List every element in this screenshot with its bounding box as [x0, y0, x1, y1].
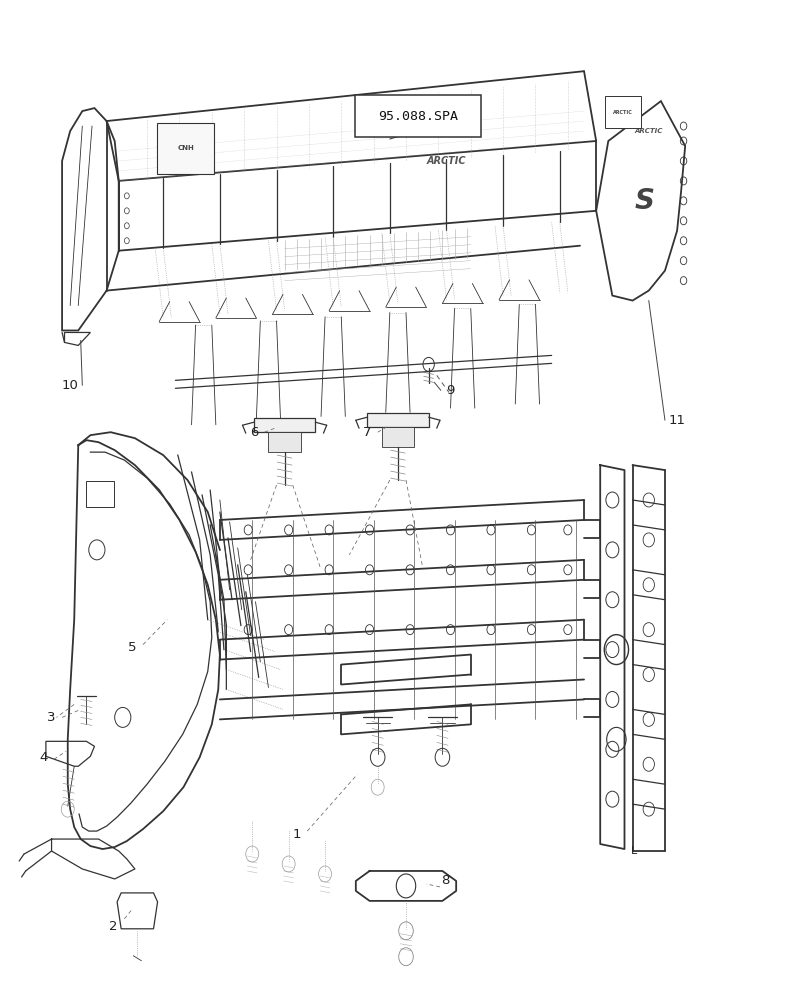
FancyBboxPatch shape: [354, 95, 481, 137]
Text: ARCTIC: ARCTIC: [427, 156, 466, 166]
FancyBboxPatch shape: [604, 96, 640, 128]
Text: 1: 1: [292, 828, 301, 841]
Polygon shape: [268, 432, 300, 452]
Text: CNH: CNH: [178, 145, 194, 151]
Text: 95.088.SPA: 95.088.SPA: [378, 110, 457, 123]
Text: 8: 8: [440, 874, 448, 887]
Text: 10: 10: [62, 379, 79, 392]
Text: 11: 11: [667, 414, 684, 427]
Text: 5: 5: [128, 641, 136, 654]
Polygon shape: [381, 427, 414, 447]
Text: S: S: [634, 187, 654, 215]
Text: ARCTIC: ARCTIC: [634, 128, 662, 134]
Text: 4: 4: [39, 751, 48, 764]
Text: 6: 6: [249, 426, 258, 439]
Text: 2: 2: [109, 920, 117, 933]
Text: 3: 3: [47, 711, 56, 724]
Text: 7: 7: [363, 426, 371, 439]
Text: ARCTIC: ARCTIC: [612, 110, 632, 115]
Text: 9: 9: [446, 384, 454, 397]
Polygon shape: [254, 418, 315, 432]
FancyBboxPatch shape: [86, 481, 114, 507]
FancyBboxPatch shape: [157, 123, 214, 174]
Text: L: L: [630, 846, 637, 856]
Polygon shape: [367, 413, 428, 427]
